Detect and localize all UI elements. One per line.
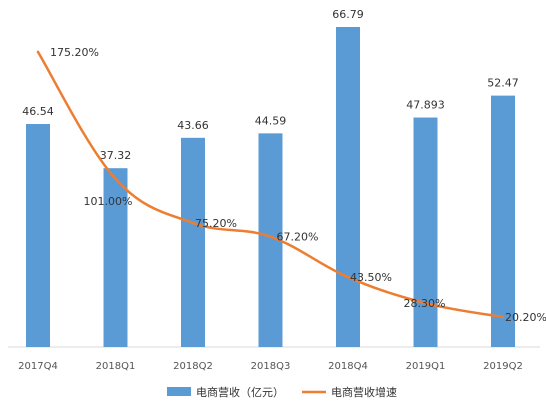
legend: 电商营收（亿元） 电商营收增速 (167, 385, 397, 399)
x-tick-2018Q3: 2018Q3 (251, 361, 291, 372)
bar-label-2019Q2: 52.47 (487, 77, 519, 90)
x-tick-2018Q1: 2018Q1 (96, 361, 136, 372)
line-series (36, 50, 505, 319)
bar-label-2017Q4: 46.54 (22, 105, 54, 118)
line-label-2018Q4: 43.50% (350, 271, 392, 284)
line-label-2018Q1: 101.00% (84, 195, 133, 208)
bar-label-2018Q4: 66.79 (332, 8, 364, 21)
x-tick-labels: 2017Q4 2018Q1 2018Q2 2018Q3 2018Q4 2019Q1 2019… (18, 361, 523, 372)
line-label-2018Q3: 67.20% (277, 231, 319, 244)
line-point-2018Q3 (269, 235, 272, 238)
x-tick-2018Q4: 2018Q4 (328, 361, 368, 372)
line-label-2018Q2: 75.20% (195, 217, 237, 230)
bar-label-2019Q1: 47.893 (406, 99, 445, 112)
x-tick-2018Q2: 2018Q2 (173, 361, 213, 372)
line-point-2017Q4 (36, 50, 40, 54)
legend-line-label: 电商营收增速 (331, 385, 397, 399)
bar-2019Q2 (491, 95, 515, 347)
bar-data-labels: 46.54 37.32 43.66 44.59 66.79 47.893 52.47 (22, 8, 519, 162)
line-point-2018Q2 (191, 221, 195, 225)
line-point-2018Q4 (346, 275, 350, 279)
line-label-2019Q1: 28.30% (404, 297, 446, 310)
bar-2018Q2 (181, 137, 205, 347)
bar-2018Q4 (336, 27, 360, 347)
line-point-2019Q1 (424, 301, 427, 305)
x-tick-2017Q4: 2017Q4 (18, 361, 58, 372)
bar-label-2018Q2: 43.66 (177, 119, 209, 132)
x-tick-2019Q1: 2019Q1 (406, 361, 446, 372)
bar-2018Q1 (103, 168, 128, 347)
legend-bar-label: 电商营收（亿元） (196, 385, 284, 399)
bar-label-2018Q1: 37.32 (100, 149, 132, 162)
line-point-2018Q1 (114, 177, 117, 181)
bar-2017Q4 (26, 124, 50, 348)
bar-2019Q1 (413, 117, 438, 347)
bar-label-2018Q3: 44.59 (255, 114, 287, 127)
line-point-2019Q2 (501, 315, 505, 319)
growth-line (36, 50, 505, 319)
line-label-2017Q4: 175.20% (50, 46, 99, 59)
line-data-labels: 175.20% 101.00% 75.20% 67.20% 43.50% 28.30% 20… (50, 46, 546, 324)
line-label-2019Q2: 20.20% (505, 311, 546, 324)
legend-bar-swatch (167, 387, 191, 396)
x-tick-2019Q2: 2019Q2 (483, 361, 523, 372)
